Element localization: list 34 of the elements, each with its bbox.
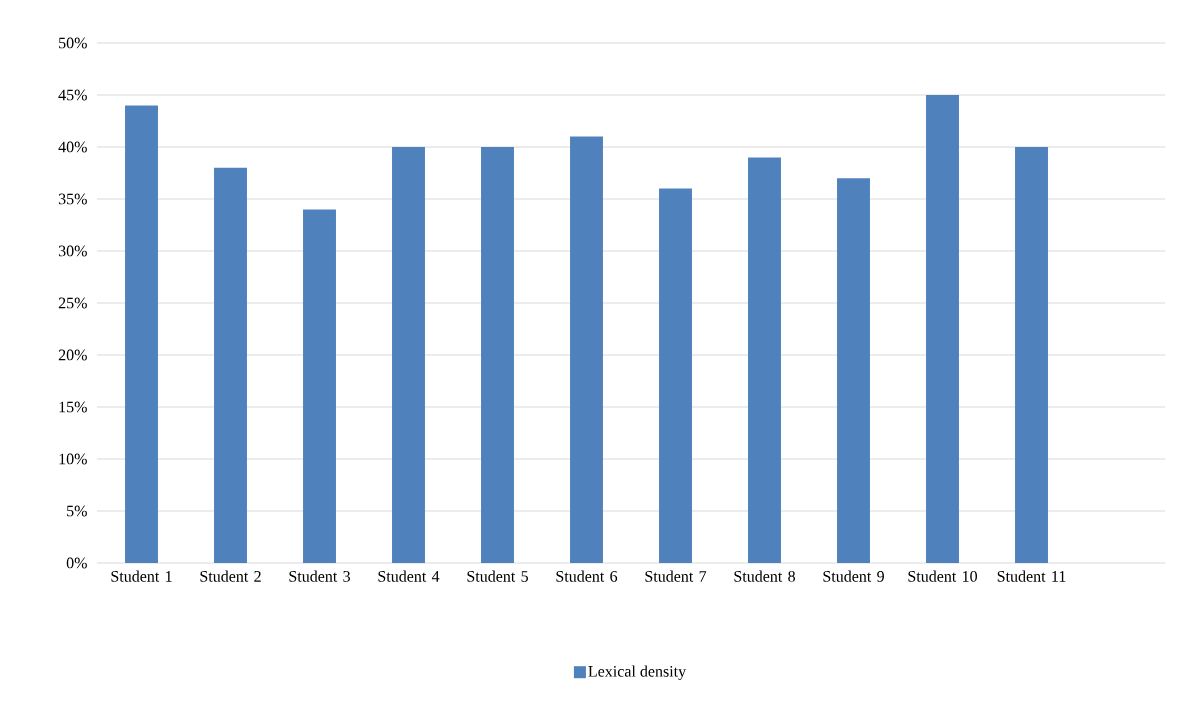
y-tick-label: 25% <box>58 297 87 309</box>
x-tick-label: Student 6 <box>556 570 618 582</box>
x-tick-label: Student 11 <box>997 570 1066 582</box>
x-tick-label: Student 4 <box>378 570 440 582</box>
x-tick-label: Student 10 <box>908 570 977 582</box>
bar <box>926 95 959 563</box>
y-tick-label: 30% <box>58 245 87 257</box>
bar <box>481 147 514 563</box>
legend-label: Lexical density <box>588 665 687 681</box>
bar <box>659 188 692 563</box>
x-tick-label: Student 9 <box>823 570 884 582</box>
x-tick-label: Student 1 <box>111 570 172 582</box>
bar <box>125 105 158 563</box>
y-tick-label: 10% <box>59 453 87 465</box>
bar <box>392 147 425 563</box>
bar <box>748 157 781 563</box>
y-tick-label: 50% <box>59 37 87 49</box>
x-tick-label: Student 3 <box>289 570 350 582</box>
bar <box>570 136 603 563</box>
y-tick-label: 40% <box>58 141 87 153</box>
y-tick-label: 0% <box>66 557 87 569</box>
x-tick-label: Student 2 <box>200 570 261 582</box>
x-tick-label: Student 7 <box>645 570 707 582</box>
bar <box>837 178 870 563</box>
y-tick-label: 20% <box>58 349 87 361</box>
y-tick-label: 45% <box>58 89 87 101</box>
x-tick-label: Student 5 <box>467 570 528 582</box>
y-tick-label: 35% <box>58 193 87 205</box>
y-tick-label: 15% <box>59 401 87 413</box>
bar <box>303 209 336 563</box>
x-tick-label: Student 8 <box>734 570 795 582</box>
bar <box>214 167 247 563</box>
bar <box>1015 147 1048 563</box>
y-tick-label: 5% <box>67 505 87 517</box>
